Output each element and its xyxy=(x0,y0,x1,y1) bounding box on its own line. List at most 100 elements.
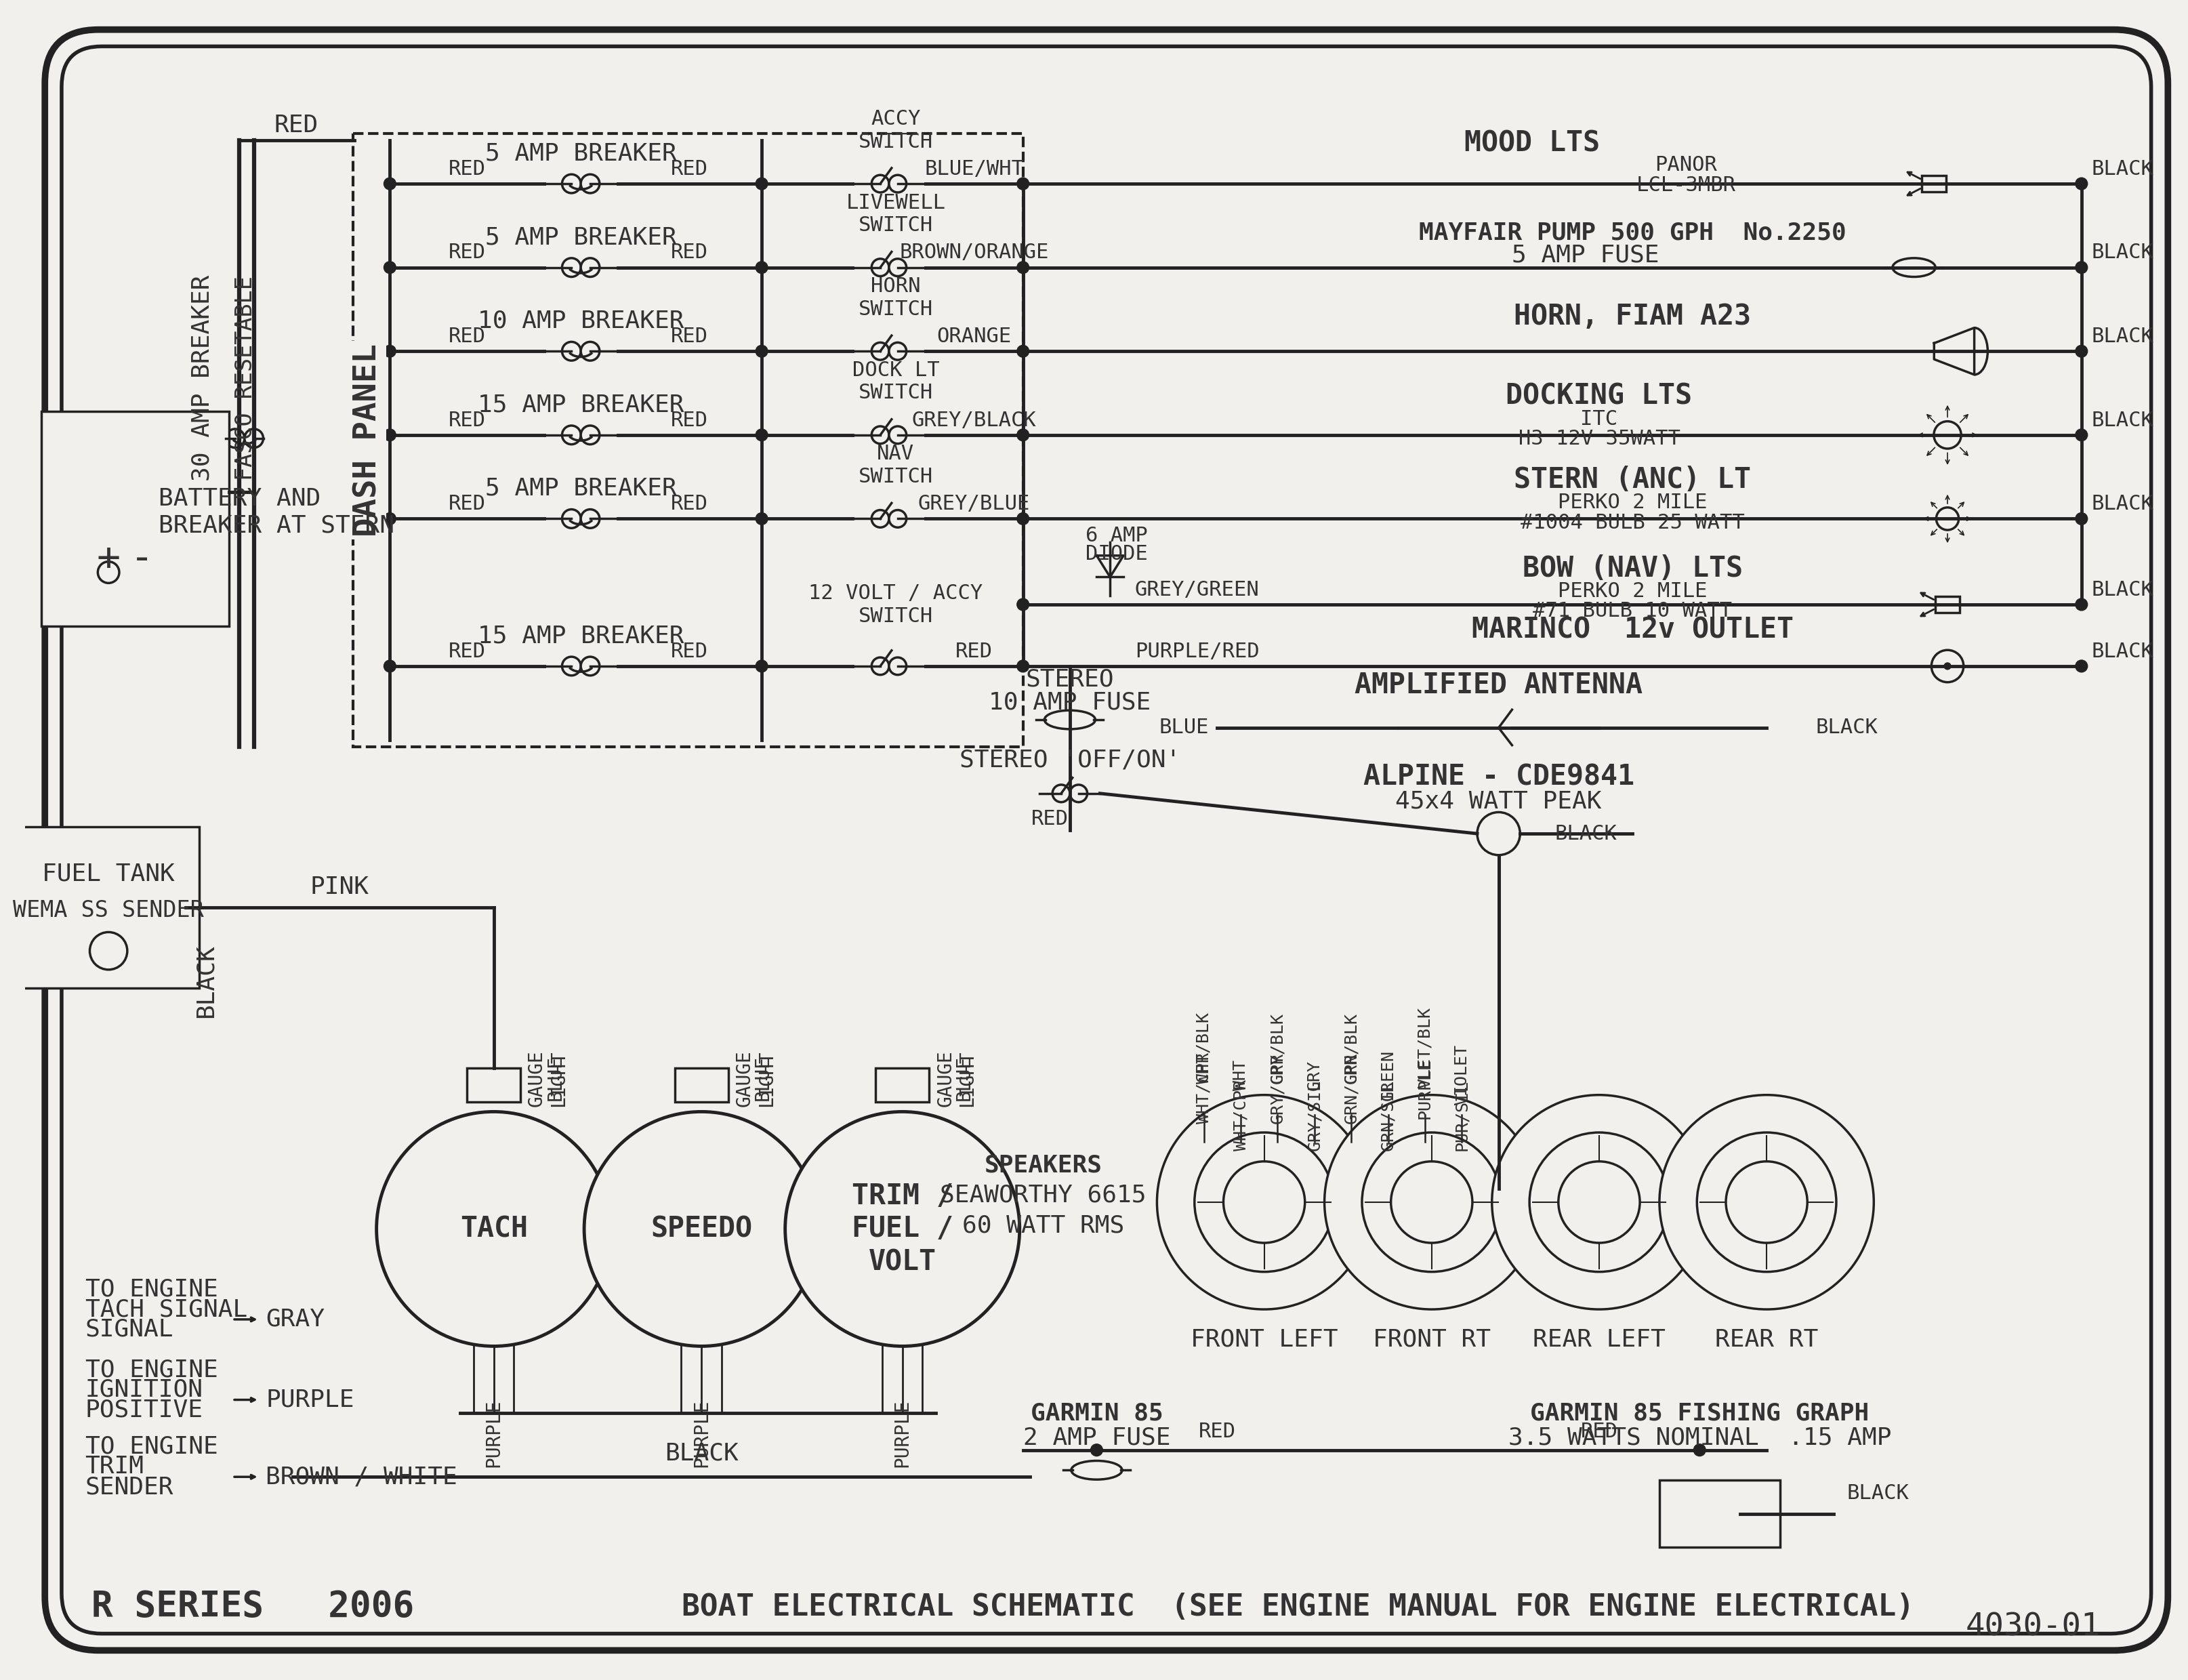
FancyBboxPatch shape xyxy=(46,30,2168,1650)
Text: 2 AMP FUSE: 2 AMP FUSE xyxy=(1024,1426,1171,1450)
Text: 6 AMP: 6 AMP xyxy=(1085,526,1149,546)
Text: GARMIN 85 FISHING GRAPH: GARMIN 85 FISHING GRAPH xyxy=(1529,1401,1869,1425)
Circle shape xyxy=(1017,598,1028,610)
Text: GRN/BLK: GRN/BLK xyxy=(1343,1013,1359,1084)
Text: BOW (NAV) LTS: BOW (NAV) LTS xyxy=(1523,554,1742,583)
Text: GRN/CPR: GRN/CPR xyxy=(1343,1053,1359,1124)
Circle shape xyxy=(2076,598,2087,610)
Bar xyxy=(875,1068,930,1102)
Bar xyxy=(352,133,1024,746)
Circle shape xyxy=(580,509,600,528)
Circle shape xyxy=(871,175,888,193)
Circle shape xyxy=(755,428,768,442)
Circle shape xyxy=(755,660,768,672)
Text: HORN
SWITCH: HORN SWITCH xyxy=(858,277,932,319)
Circle shape xyxy=(2076,512,2087,524)
Text: BLACK: BLACK xyxy=(2092,410,2153,430)
Circle shape xyxy=(562,341,580,361)
Text: POSITIVE: POSITIVE xyxy=(85,1398,203,1421)
Text: SENDER: SENDER xyxy=(85,1475,173,1499)
Text: TO ENGINE: TO ENGINE xyxy=(85,1435,217,1458)
Bar xyxy=(11,827,199,988)
Circle shape xyxy=(2076,262,2087,274)
Text: VIOLET: VIOLET xyxy=(1453,1045,1470,1105)
Text: RED: RED xyxy=(672,410,709,430)
Bar xyxy=(466,1068,521,1102)
Circle shape xyxy=(1392,1161,1473,1243)
Text: 3.5 WATTS NOMINAL  .15 AMP: 3.5 WATTS NOMINAL .15 AMP xyxy=(1508,1426,1890,1450)
Circle shape xyxy=(383,262,396,274)
Circle shape xyxy=(888,427,906,444)
Text: 10 AMP BREAKER: 10 AMP BREAKER xyxy=(477,309,685,333)
Text: ITC: ITC xyxy=(1580,408,1617,428)
Bar xyxy=(674,1068,729,1102)
Circle shape xyxy=(1936,507,1958,529)
Text: DIODE: DIODE xyxy=(1085,544,1149,564)
Text: ALPINE - CDE9841: ALPINE - CDE9841 xyxy=(1363,763,1634,791)
Text: STEREO: STEREO xyxy=(1026,669,1114,690)
Text: BATTERY AND: BATTERY AND xyxy=(160,487,322,511)
Text: PURPLE: PURPLE xyxy=(484,1399,503,1467)
Circle shape xyxy=(755,178,768,190)
Text: GREY/GREEN: GREY/GREEN xyxy=(1136,580,1260,600)
Circle shape xyxy=(383,344,396,358)
Circle shape xyxy=(1361,1132,1501,1272)
Text: 10 AMP FUSE: 10 AMP FUSE xyxy=(989,690,1151,714)
Text: ORANGE: ORANGE xyxy=(936,326,1011,346)
Circle shape xyxy=(2076,660,2087,672)
Circle shape xyxy=(1324,1095,1538,1309)
Text: RED: RED xyxy=(1199,1421,1236,1441)
Text: STERN (ANC) LT: STERN (ANC) LT xyxy=(1514,465,1750,494)
Text: GAUGE
LIGHT: GAUGE LIGHT xyxy=(527,1050,569,1107)
Circle shape xyxy=(2076,178,2087,190)
Text: GRAY: GRAY xyxy=(267,1307,324,1331)
Text: FUEL TANK: FUEL TANK xyxy=(42,862,175,885)
Text: BREAKER AT STERN: BREAKER AT STERN xyxy=(160,514,394,538)
Circle shape xyxy=(888,343,906,360)
Text: PURPLE: PURPLE xyxy=(691,1399,711,1467)
Circle shape xyxy=(383,512,396,524)
Circle shape xyxy=(1017,660,1028,672)
Circle shape xyxy=(888,175,906,193)
Circle shape xyxy=(1090,1445,1103,1457)
Text: BLACK: BLACK xyxy=(1816,717,1877,738)
Text: PERKO 2 MILE: PERKO 2 MILE xyxy=(1558,492,1707,512)
Bar xyxy=(42,412,230,627)
Text: TO ENGINE: TO ENGINE xyxy=(85,1357,217,1381)
Circle shape xyxy=(2076,428,2087,442)
Text: RED: RED xyxy=(449,494,486,514)
Text: BLUE: BLUE xyxy=(954,1055,974,1100)
Text: GRY/CPR: GRY/CPR xyxy=(1269,1053,1287,1124)
Text: GREEN: GREEN xyxy=(1381,1050,1396,1100)
Circle shape xyxy=(580,425,600,444)
Text: REAR LEFT: REAR LEFT xyxy=(1534,1327,1665,1351)
Text: RED: RED xyxy=(449,160,486,178)
Text: 12 VOLT / ACCY
SWITCH: 12 VOLT / ACCY SWITCH xyxy=(810,583,982,627)
Circle shape xyxy=(755,512,768,524)
Text: RED: RED xyxy=(449,410,486,430)
Text: GREY/BLACK: GREY/BLACK xyxy=(912,410,1037,430)
Circle shape xyxy=(1017,262,1028,274)
Circle shape xyxy=(2076,344,2087,358)
Text: 5 AMP FUSE: 5 AMP FUSE xyxy=(1512,244,1659,267)
Text: BLACK: BLACK xyxy=(2092,580,2153,600)
Circle shape xyxy=(580,259,600,277)
Circle shape xyxy=(755,262,768,274)
Text: RED: RED xyxy=(672,326,709,346)
Circle shape xyxy=(584,1112,818,1346)
Text: NAV
SWITCH: NAV SWITCH xyxy=(858,444,932,487)
Text: BLACK: BLACK xyxy=(1556,823,1617,843)
Ellipse shape xyxy=(1044,711,1096,729)
Text: 60 WATT RMS: 60 WATT RMS xyxy=(963,1215,1125,1236)
Circle shape xyxy=(1157,1095,1372,1309)
Text: REAR RT: REAR RT xyxy=(1715,1327,1818,1351)
Circle shape xyxy=(755,344,768,358)
Circle shape xyxy=(1017,512,1028,524)
Text: LIVEWELL
SWITCH: LIVEWELL SWITCH xyxy=(847,193,945,235)
Text: GRY/SIL: GRY/SIL xyxy=(1306,1080,1322,1151)
Text: MOOD LTS: MOOD LTS xyxy=(1464,129,1599,158)
Circle shape xyxy=(1694,1445,1707,1457)
Circle shape xyxy=(888,259,906,276)
Text: RED: RED xyxy=(449,244,486,262)
Text: 4030-01: 4030-01 xyxy=(1965,1611,2100,1641)
